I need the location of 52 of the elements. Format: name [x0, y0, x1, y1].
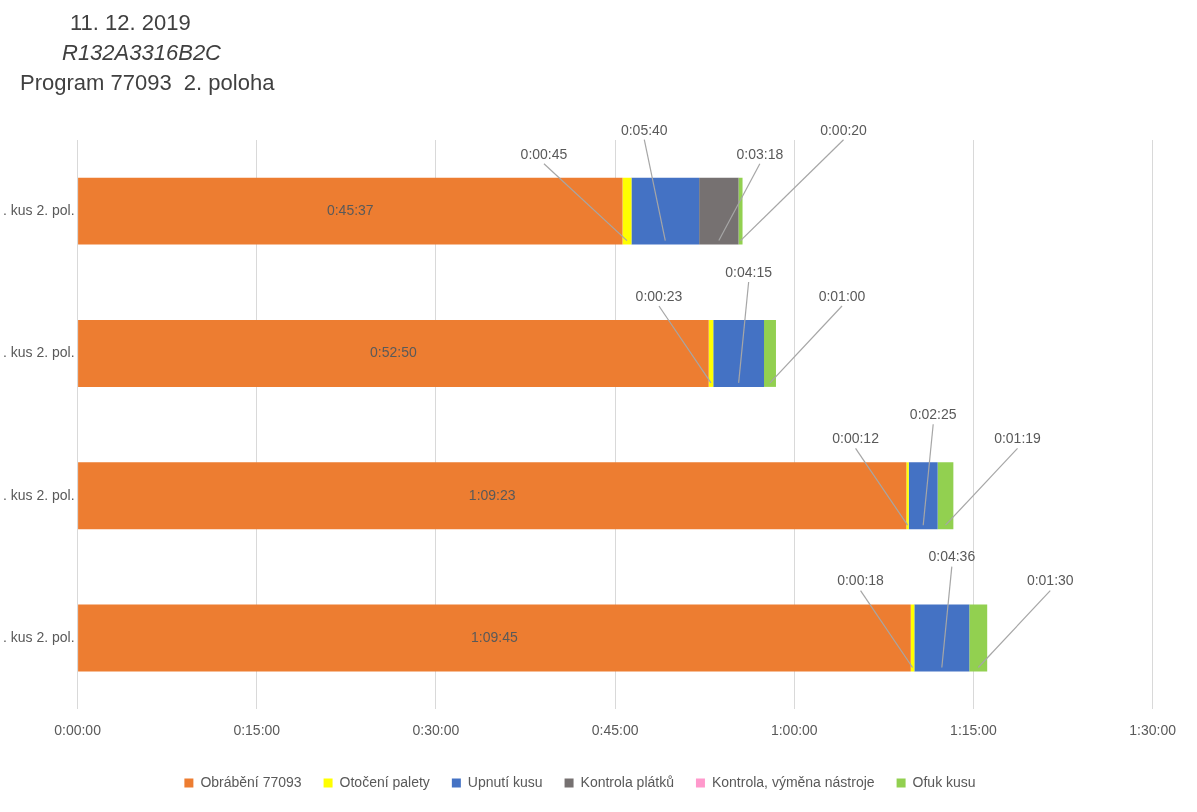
bar [622, 177, 632, 245]
bar [78, 320, 709, 387]
legend-label: Kontrola plátků [580, 773, 674, 790]
legend-label: Upnutí kusu [467, 773, 543, 790]
data-label: 0:01:30 [1026, 572, 1074, 589]
x-tick-label: 1:15:00 [950, 722, 998, 739]
bar [713, 320, 765, 387]
data-label: 0:03:18 [736, 145, 784, 162]
x-tick-label: 1:30:00 [1129, 722, 1177, 739]
legend-label: Kontrola, výměna nástroje [711, 773, 875, 790]
data-label: 0:00:23 [635, 287, 683, 304]
chart-subtitle: R132A3316B2C [61, 39, 222, 67]
y-tick-label: . kus 2. pol. [3, 486, 75, 503]
data-label: 0:01:19 [994, 430, 1042, 447]
data-label: 0:01:00 [818, 287, 866, 304]
legend-label: Otočení palety [339, 773, 430, 790]
bar [78, 604, 911, 672]
bar [738, 177, 743, 245]
legend-label: Obrábění 77093 [200, 773, 302, 790]
x-tick-label: 0:15:00 [233, 722, 281, 739]
data-label: 0:00:20 [820, 121, 868, 138]
data-label: 0:00:45 [520, 145, 568, 162]
bar [906, 462, 909, 530]
bar [937, 462, 954, 530]
data-label: 0:00:18 [837, 572, 885, 589]
data-label: 0:02:25 [909, 406, 957, 423]
x-tick-label: 0:00:00 [54, 722, 102, 739]
data-label: 0:04:36 [928, 548, 976, 565]
x-tick-label: 1:00:00 [770, 722, 818, 739]
legend-label: Ofuk kusu [912, 773, 976, 790]
bar [78, 177, 623, 245]
bar [764, 320, 776, 387]
data-label: 1:09:23 [468, 486, 516, 503]
data-label: 0:45:37 [326, 202, 374, 219]
data-label: 0:05:40 [620, 121, 668, 138]
bar [908, 462, 938, 530]
y-tick-label: . kus 2. pol. [3, 344, 75, 361]
y-tick-label: . kus 2. pol. [3, 628, 75, 645]
text: Program 77093 2. poloha [20, 69, 275, 97]
chart-title: 11. 12. 2019 [69, 9, 192, 37]
bar [631, 177, 700, 245]
bar [699, 177, 739, 245]
data-label: 0:04:15 [725, 263, 773, 280]
x-tick-label: 0:30:00 [412, 722, 460, 739]
data-label: 1:09:45 [471, 628, 518, 645]
bar [914, 604, 970, 672]
data-label: 0:00:12 [832, 430, 880, 447]
bar [78, 462, 907, 530]
x-tick-label: 0:45:00 [591, 722, 639, 739]
data-label: 0:52:50 [370, 344, 417, 361]
bar [969, 604, 988, 672]
y-tick-label: . kus 2. pol. [3, 202, 75, 219]
